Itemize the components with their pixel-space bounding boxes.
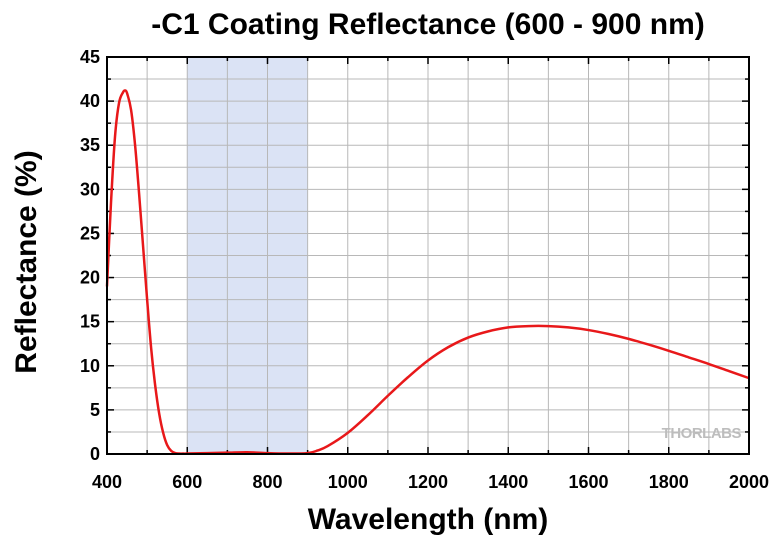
x-tick-label: 1600: [568, 472, 608, 492]
x-axis-label: Wavelength (nm): [308, 503, 549, 536]
y-tick-label: 10: [80, 356, 100, 376]
chart-title: -C1 Coating Reflectance (600 - 900 nm): [151, 8, 705, 41]
x-tick-label: 1200: [408, 472, 448, 492]
x-tick-label: 400: [92, 472, 122, 492]
y-tick-label: 0: [90, 444, 100, 464]
x-tick-label: 1400: [488, 472, 528, 492]
x-tick-labels: 400 600 800 1000 1200 1400 1600 1800 2000: [92, 472, 769, 492]
y-tick-label: 20: [80, 268, 100, 288]
y-tick-label: 30: [80, 179, 100, 199]
y-axis-label: Reflectance (%): [10, 150, 43, 373]
y-tick-labels: 0 5 10 15 20 25 30 35 40 45: [80, 47, 100, 464]
x-tick-label: 600: [172, 472, 202, 492]
y-tick-label: 15: [80, 312, 100, 332]
thorlabs-watermark: THORLABS: [662, 425, 742, 442]
y-tick-label: 25: [80, 223, 100, 243]
y-tick-label: 45: [80, 47, 100, 67]
x-tick-label: 1800: [649, 472, 689, 492]
x-tick-label: 2000: [729, 472, 769, 492]
x-tick-label: 800: [252, 472, 282, 492]
x-tick-label: 1000: [328, 472, 368, 492]
plot-frame: [106, 56, 750, 455]
y-tick-label: 35: [80, 135, 100, 155]
y-tick-label: 40: [80, 91, 100, 111]
y-tick-label: 5: [90, 400, 100, 420]
